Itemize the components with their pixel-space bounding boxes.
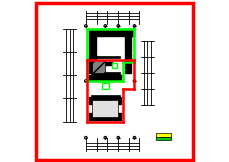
Bar bbox=[111, 63, 116, 68]
Bar bbox=[102, 83, 108, 89]
Bar bbox=[90, 95, 119, 97]
Bar bbox=[95, 75, 121, 78]
Bar bbox=[92, 100, 118, 117]
Bar bbox=[156, 137, 170, 140]
Bar bbox=[89, 97, 121, 104]
Bar bbox=[89, 113, 121, 120]
Bar bbox=[95, 62, 111, 65]
Bar bbox=[89, 75, 121, 81]
Bar bbox=[90, 72, 119, 75]
Bar bbox=[124, 36, 131, 52]
Bar bbox=[156, 133, 170, 137]
Bar bbox=[89, 29, 134, 36]
Bar bbox=[124, 53, 131, 73]
Bar bbox=[92, 60, 105, 73]
Bar bbox=[90, 56, 119, 58]
Bar bbox=[89, 36, 95, 52]
Bar bbox=[90, 114, 119, 117]
Bar bbox=[89, 53, 95, 73]
